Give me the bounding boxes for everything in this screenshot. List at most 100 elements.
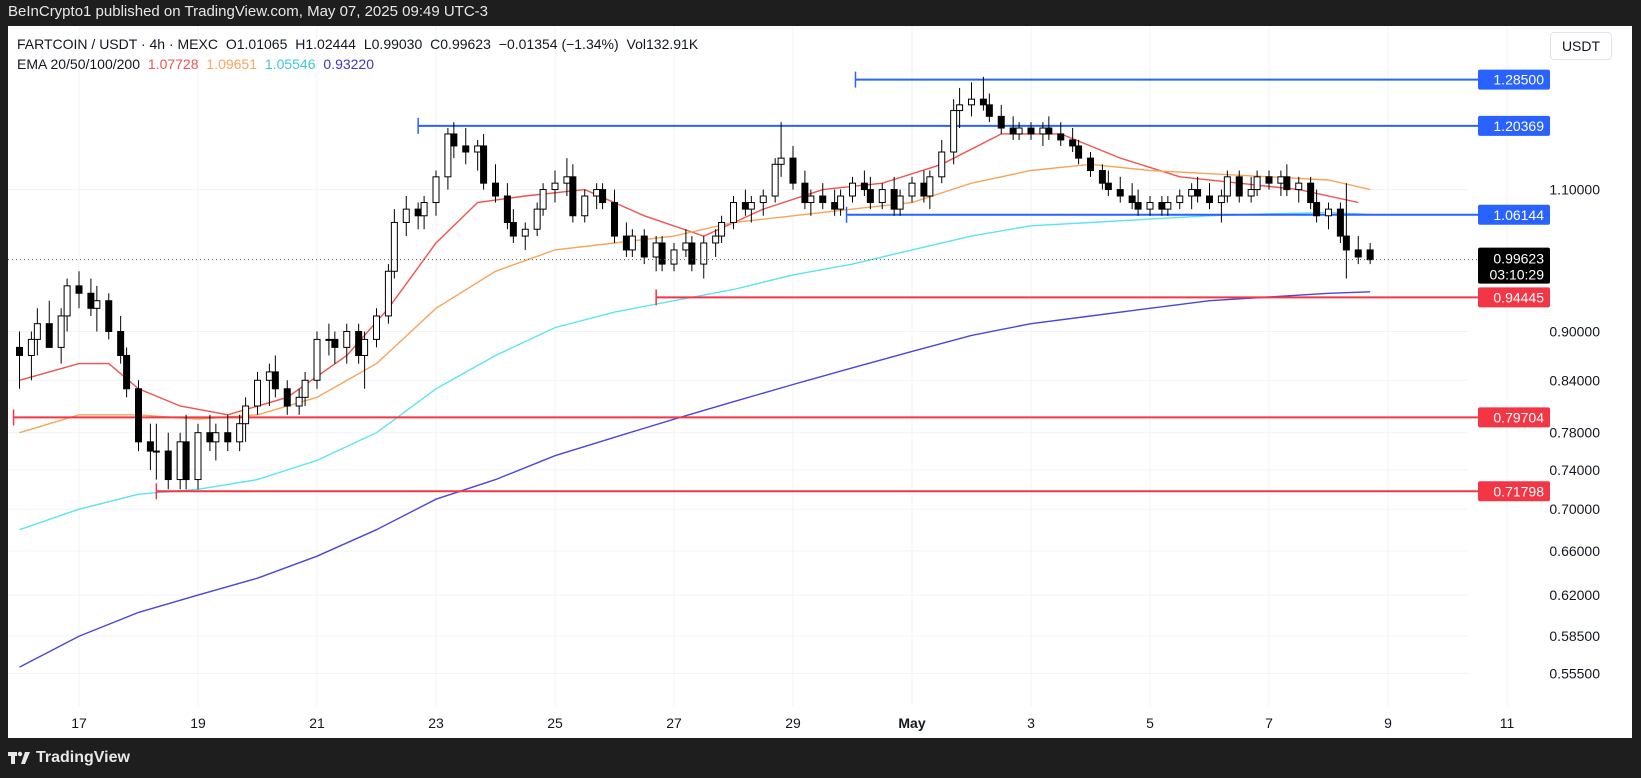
candle-up bbox=[670, 249, 678, 265]
candle-up bbox=[295, 396, 303, 407]
x-tick-label: 25 bbox=[547, 715, 563, 731]
support-level-tag[interactable] bbox=[1478, 287, 1550, 308]
change-value: −0.01354 (−1.34%) bbox=[498, 36, 619, 52]
candle-up bbox=[1146, 202, 1154, 210]
candle-down bbox=[741, 202, 749, 210]
candle-down bbox=[503, 195, 511, 223]
ema-row: EMA 20/50/100/200 1.07728 1.09651 1.0554… bbox=[17, 54, 702, 74]
candle-down bbox=[1104, 182, 1112, 191]
resistance-level-tag[interactable] bbox=[1478, 115, 1550, 136]
candle-up bbox=[1217, 195, 1225, 204]
candle-up bbox=[420, 202, 428, 217]
candle-down bbox=[75, 285, 83, 294]
ema-line-ema20 bbox=[19, 133, 1359, 416]
candle-up bbox=[1253, 176, 1261, 191]
y-tick-label: 1.10000 bbox=[1549, 182, 1600, 198]
candle-down bbox=[164, 450, 172, 481]
candle-up bbox=[1325, 208, 1332, 217]
resistance-level-tag[interactable] bbox=[1478, 69, 1550, 90]
candle-down bbox=[789, 157, 797, 184]
ema200-value: 0.93220 bbox=[323, 56, 374, 72]
support-level-label: 0.71798 bbox=[1493, 483, 1544, 499]
candle-down bbox=[1075, 145, 1083, 159]
x-tick-label: 29 bbox=[785, 715, 801, 731]
candle-down bbox=[283, 388, 291, 407]
candle-up bbox=[1015, 127, 1023, 135]
candle-down bbox=[831, 202, 839, 210]
price-chart[interactable]: 1.10000 0.90000 0.84000 0.78000 0.74000 0.700… bbox=[8, 26, 1632, 738]
candle-down bbox=[414, 208, 422, 217]
candle-up bbox=[152, 450, 160, 453]
x-tick-label: 19 bbox=[190, 715, 206, 731]
candle-up bbox=[581, 195, 589, 217]
support-level-label: 0.79704 bbox=[1493, 409, 1544, 425]
current-price-tag[interactable] bbox=[1478, 247, 1550, 284]
candle-down bbox=[16, 346, 23, 356]
y-tick-label: 0.90000 bbox=[1549, 323, 1600, 339]
currency-button[interactable]: USDT bbox=[1550, 32, 1612, 60]
support-level-tag[interactable] bbox=[1478, 407, 1550, 428]
candle-up bbox=[938, 151, 946, 178]
candle-up bbox=[474, 145, 482, 153]
candle-down bbox=[271, 371, 279, 390]
symbol-label[interactable]: FARTCOIN / USDT · 4h · MEXC bbox=[17, 36, 218, 52]
candle-down bbox=[1098, 170, 1106, 184]
candle-down bbox=[182, 441, 190, 481]
candle-up bbox=[325, 338, 333, 341]
candle-up bbox=[837, 195, 845, 210]
candle-up bbox=[343, 330, 351, 348]
candle-down bbox=[146, 441, 154, 452]
candle-up bbox=[1223, 176, 1231, 197]
candle-up bbox=[194, 432, 202, 481]
candle-up bbox=[1039, 127, 1047, 135]
candle-up bbox=[700, 242, 708, 265]
y-tick-label: 0.62000 bbox=[1549, 587, 1600, 603]
candle-down bbox=[979, 98, 987, 106]
candle-down bbox=[1134, 202, 1142, 210]
candle-up bbox=[1188, 189, 1196, 197]
candle-up bbox=[444, 133, 452, 178]
candle-down bbox=[1027, 127, 1035, 135]
candle-up bbox=[521, 228, 529, 237]
candle-up bbox=[777, 157, 785, 165]
candle-down bbox=[599, 189, 607, 204]
candle-up bbox=[807, 195, 815, 204]
candle-up bbox=[57, 315, 65, 348]
candle-down bbox=[1158, 202, 1166, 210]
ema-label[interactable]: EMA 20/50/100/200 bbox=[17, 56, 140, 72]
candle-down bbox=[1313, 202, 1321, 217]
candle-down bbox=[509, 221, 517, 237]
candle-down bbox=[480, 145, 488, 184]
tradingview-logo[interactable]: TradingView bbox=[8, 749, 130, 767]
candle-down bbox=[688, 242, 696, 265]
candle-down bbox=[224, 432, 232, 443]
candle-down bbox=[1265, 176, 1273, 184]
candle-up bbox=[759, 195, 767, 204]
ema-line-ema100 bbox=[19, 211, 1371, 531]
candle-up bbox=[533, 208, 541, 230]
ema20-value: 1.07728 bbox=[147, 56, 199, 72]
candle-up bbox=[747, 202, 755, 210]
x-tick-label: 27 bbox=[666, 715, 682, 731]
candle-down bbox=[45, 323, 53, 348]
candle-up bbox=[849, 182, 856, 197]
candle-down bbox=[117, 330, 125, 356]
ema50-value: 1.09651 bbox=[206, 56, 257, 72]
candle-up bbox=[771, 163, 779, 197]
open-value: O1.01065 bbox=[225, 36, 288, 52]
y-tick-label: 0.84000 bbox=[1549, 372, 1600, 388]
chart-panel[interactable]: 1.10000 0.90000 0.84000 0.78000 0.74000 0.700… bbox=[8, 26, 1632, 738]
x-tick-label: 21 bbox=[309, 715, 325, 731]
candle-up bbox=[254, 379, 261, 407]
candle-down bbox=[1336, 208, 1344, 237]
support-level-tag[interactable] bbox=[1478, 481, 1550, 502]
resistance-level-tag[interactable] bbox=[1478, 204, 1550, 225]
candle-up bbox=[878, 189, 886, 204]
candle-up bbox=[551, 182, 559, 191]
candle-up bbox=[956, 104, 964, 112]
candle-up bbox=[1277, 176, 1285, 184]
candle-up bbox=[712, 235, 720, 244]
candle-up bbox=[402, 208, 410, 223]
candle-down bbox=[1116, 189, 1124, 197]
publisher-text: BeInCrypto1 published on TradingView.com… bbox=[8, 3, 488, 20]
